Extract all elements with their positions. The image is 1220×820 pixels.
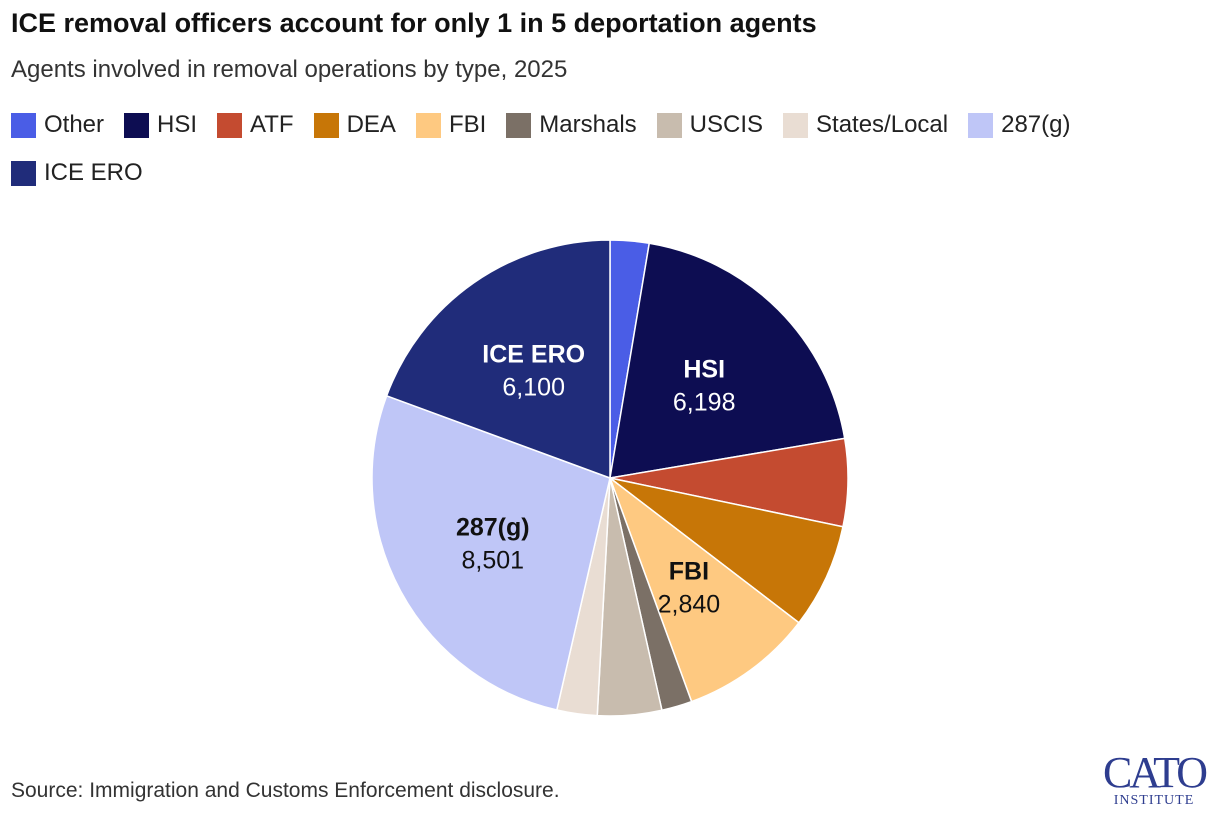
slice-value-label: 6,100 xyxy=(502,374,565,402)
slice-name-label: FBI xyxy=(669,557,709,585)
legend-swatch xyxy=(217,112,243,138)
legend-swatch xyxy=(313,112,339,138)
legend-item: ATF xyxy=(217,110,294,140)
legend-item: ICE ERO xyxy=(11,158,143,188)
source-note: Source: Immigration and Customs Enforcem… xyxy=(11,779,560,802)
legend: Other HSI ATF DEA FBI Marshals USCIS States/Loc… xyxy=(11,110,1201,188)
pie-slice xyxy=(371,394,611,711)
legend-swatch xyxy=(506,112,532,138)
legend-swatch xyxy=(783,112,809,138)
legend-label: ATF xyxy=(250,111,294,138)
legend-label: FBI xyxy=(448,111,487,138)
chart-subtitle: Agents involved in removal operations by… xyxy=(11,56,568,83)
slice-name-label: HSI xyxy=(683,356,725,384)
pie-slice xyxy=(385,239,611,480)
pie-slice xyxy=(609,477,844,624)
legend-item: States/Local xyxy=(783,110,948,140)
legend-item: HSI xyxy=(124,110,197,140)
legend-label: DEA xyxy=(346,111,396,138)
legend-label: States/Local xyxy=(816,111,949,138)
legend-label: HSI xyxy=(157,111,198,138)
cato-institute-logo: CATO INSTITUTE xyxy=(1098,748,1210,812)
legend-swatch xyxy=(415,112,441,138)
slice-value-label: 6,198 xyxy=(673,389,736,417)
slice-name-label: 287(g) xyxy=(456,514,530,542)
legend-swatch xyxy=(11,112,36,138)
slice-value-label: 2,840 xyxy=(658,590,721,618)
legend-item: Other xyxy=(11,110,104,140)
legend-label: 287(g) xyxy=(1001,111,1071,138)
legend-label: ICE ERO xyxy=(44,159,143,186)
logo-sub-text: INSTITUTE xyxy=(1113,793,1195,808)
legend-swatch xyxy=(11,160,36,186)
slice-value-label: 8,501 xyxy=(462,547,525,575)
legend-label: USCIS xyxy=(689,111,764,138)
legend-item: USCIS xyxy=(656,110,764,140)
legend-swatch xyxy=(656,112,682,138)
pie-slice xyxy=(609,242,846,479)
legend-swatch xyxy=(968,112,994,138)
legend-swatch xyxy=(124,112,150,138)
legend-item: 287(g) xyxy=(968,110,1070,140)
legend-item: Marshals xyxy=(506,110,637,140)
slice-name-label: ICE ERO xyxy=(482,341,585,369)
legend-item: DEA xyxy=(313,110,396,140)
legend-item: FBI xyxy=(415,110,487,140)
pie-slice xyxy=(608,475,800,703)
legend-label: Other xyxy=(44,111,105,138)
legend-label: Marshals xyxy=(539,111,637,138)
chart-title: ICE removal officers account for only 1 … xyxy=(11,8,817,38)
logo-main-text: CATO xyxy=(1102,748,1208,797)
